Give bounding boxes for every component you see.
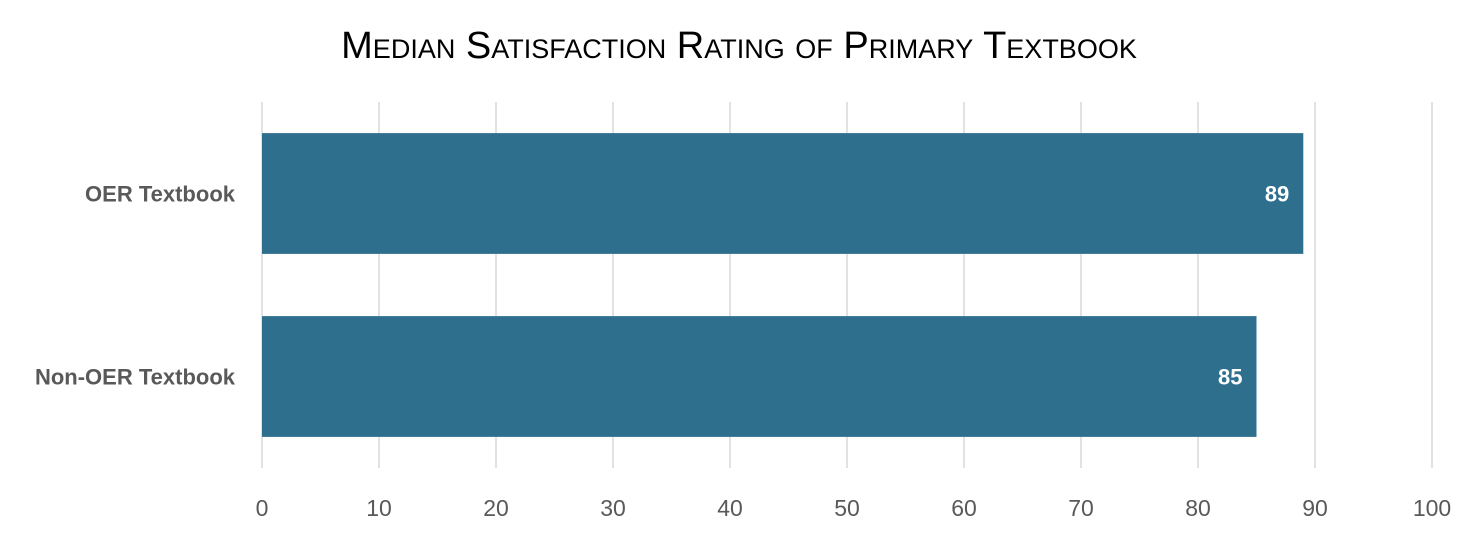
chart-title: Median Satisfaction Rating of Primary Te… [341,25,1137,67]
bar [262,133,1304,254]
bar [262,316,1257,437]
x-tick-label: 100 [1413,495,1451,521]
x-tick-label: 70 [1068,495,1094,521]
x-tick-label: 0 [256,495,269,521]
category-label: Non-OER Textbook [35,365,236,390]
x-tick-label: 30 [600,495,626,521]
x-tick-label: 10 [366,495,392,521]
bar-data-label: 85 [1218,365,1242,390]
y-axis-categories: OER Textbook Non-OER Textbook [35,182,236,390]
x-tick-label: 60 [951,495,977,521]
x-tick-label: 20 [483,495,509,521]
x-tick-label: 50 [834,495,860,521]
bars: 89 85 [262,133,1304,437]
bar-data-label: 89 [1265,182,1289,207]
x-tick-label: 40 [717,495,743,521]
category-label: OER Textbook [85,182,236,207]
x-tick-label: 80 [1185,495,1211,521]
x-axis-ticks: 0 10 20 30 40 50 60 70 80 90 100 [256,495,1452,521]
x-tick-label: 90 [1302,495,1328,521]
